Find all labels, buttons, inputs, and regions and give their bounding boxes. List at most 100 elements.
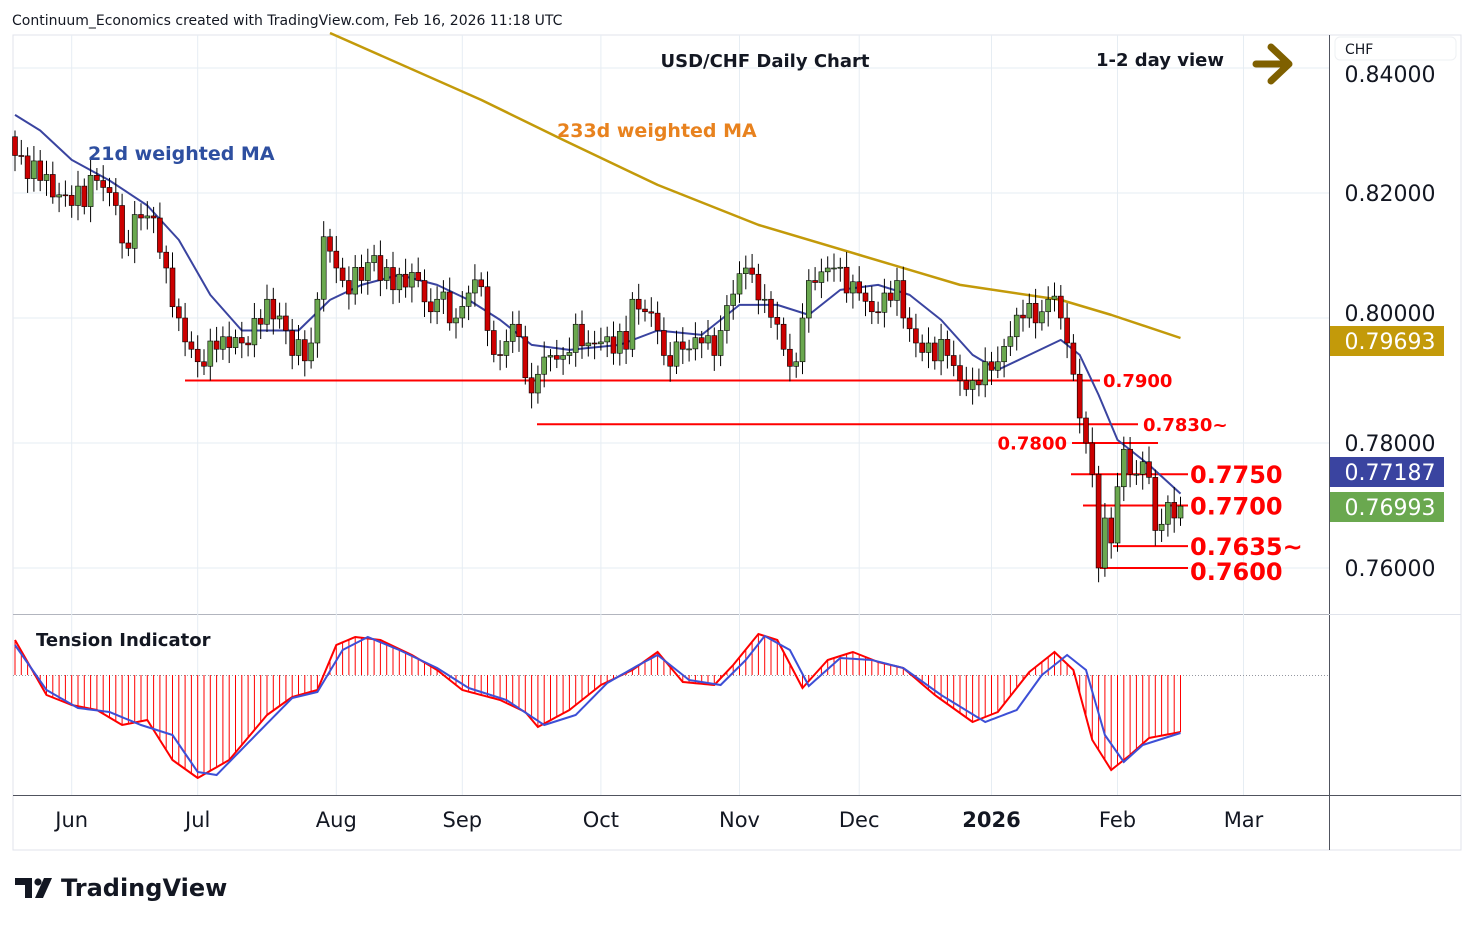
candle-body: [843, 266, 850, 294]
candle: [75, 170, 81, 221]
candle-body: [188, 341, 195, 350]
candle-body: [742, 267, 749, 274]
candle-body: [1108, 517, 1114, 544]
candle: [931, 336, 938, 370]
candle-body: [560, 355, 566, 360]
candle-body: [850, 281, 856, 294]
time-tick: Dec: [839, 808, 880, 832]
candle: [220, 326, 226, 360]
candle: [226, 321, 232, 364]
candle-body: [755, 273, 762, 301]
candle-body: [1152, 477, 1159, 531]
candle: [264, 284, 270, 333]
price-axis: 0.84000 0.82000 0.80000 0.78000 0.76000: [1345, 63, 1436, 582]
candle: [434, 286, 440, 325]
chart-title: USD/CHF Daily Chart: [660, 51, 869, 72]
candle: [787, 333, 793, 382]
brand-name: TradingView: [61, 874, 227, 902]
candle-body: [434, 298, 440, 313]
candle: [604, 326, 611, 358]
candle-body: [396, 273, 403, 291]
candle-body: [421, 280, 428, 303]
candle: [257, 309, 264, 340]
time-tick: Nov: [719, 808, 760, 832]
candle: [698, 330, 705, 359]
time-tick: Jun: [53, 808, 88, 832]
candle: [749, 253, 755, 283]
level-labels: 0.7900 0.7830~ 0.7800 0.7750 0.7700 0.7635~0.…: [998, 371, 1303, 586]
candle-body: [194, 348, 201, 363]
candle: [421, 269, 428, 317]
candle: [522, 325, 529, 385]
candle-body: [427, 301, 434, 313]
candle-body: [1001, 346, 1007, 363]
candle: [138, 203, 144, 231]
candle-body: [24, 155, 31, 179]
candle: [131, 201, 138, 264]
candle: [780, 317, 787, 356]
candle-body: [119, 205, 125, 244]
candle: [585, 330, 592, 357]
candle: [742, 255, 749, 290]
candle: [1095, 465, 1102, 583]
price-tick: 0.82000: [1345, 182, 1436, 207]
candle: [812, 267, 818, 291]
candle: [301, 330, 308, 377]
candle-body: [900, 280, 907, 319]
candle: [516, 310, 522, 352]
candle: [1001, 338, 1007, 378]
candle-body: [264, 298, 270, 325]
candle: [755, 263, 762, 315]
price-badge: [1330, 326, 1444, 356]
candle-body: [176, 306, 182, 319]
candle-body: [232, 337, 239, 348]
candle: [610, 321, 617, 365]
candle: [31, 145, 37, 192]
candle-body: [673, 341, 680, 367]
candle: [679, 327, 686, 365]
candle: [49, 161, 56, 204]
candle-body: [270, 298, 277, 320]
candle: [705, 319, 711, 350]
level-label: 0.7900: [1103, 371, 1172, 392]
candle-body: [768, 298, 774, 318]
candle: [1165, 495, 1171, 537]
candle-body: [220, 336, 226, 350]
candle-body: [402, 273, 409, 288]
candle-body: [383, 267, 390, 281]
candle-body: [1039, 311, 1045, 324]
candle-body: [43, 174, 50, 181]
candle-body: [182, 317, 188, 343]
candle: [1089, 427, 1096, 488]
candle-body: [957, 365, 963, 381]
candle: [201, 349, 207, 375]
tradingview-logo[interactable]: TradingView: [15, 874, 227, 902]
candle: [528, 362, 535, 409]
candle-body: [931, 342, 938, 362]
candle-body: [440, 291, 447, 300]
candle: [1058, 285, 1064, 330]
candle-body: [346, 280, 352, 295]
candle-body: [522, 336, 529, 379]
candle: [346, 266, 352, 310]
candle: [774, 301, 781, 340]
currency-button[interactable]: [1334, 36, 1457, 61]
candle: [352, 255, 359, 305]
candle: [1070, 334, 1077, 382]
candle-body: [94, 174, 100, 181]
candle-body: [629, 298, 636, 350]
candle: [459, 291, 466, 328]
candle: [831, 253, 837, 282]
candle-body: [1165, 502, 1171, 525]
candle: [484, 271, 491, 347]
candle-body: [87, 174, 94, 207]
level-label: 0.7600: [1190, 558, 1283, 586]
candle-body: [894, 280, 900, 301]
candle: [113, 178, 119, 216]
candle: [957, 354, 963, 396]
candle: [327, 228, 333, 263]
candle-body: [113, 192, 119, 206]
candle: [591, 330, 598, 360]
candle: [383, 259, 390, 290]
candle: [900, 266, 907, 329]
